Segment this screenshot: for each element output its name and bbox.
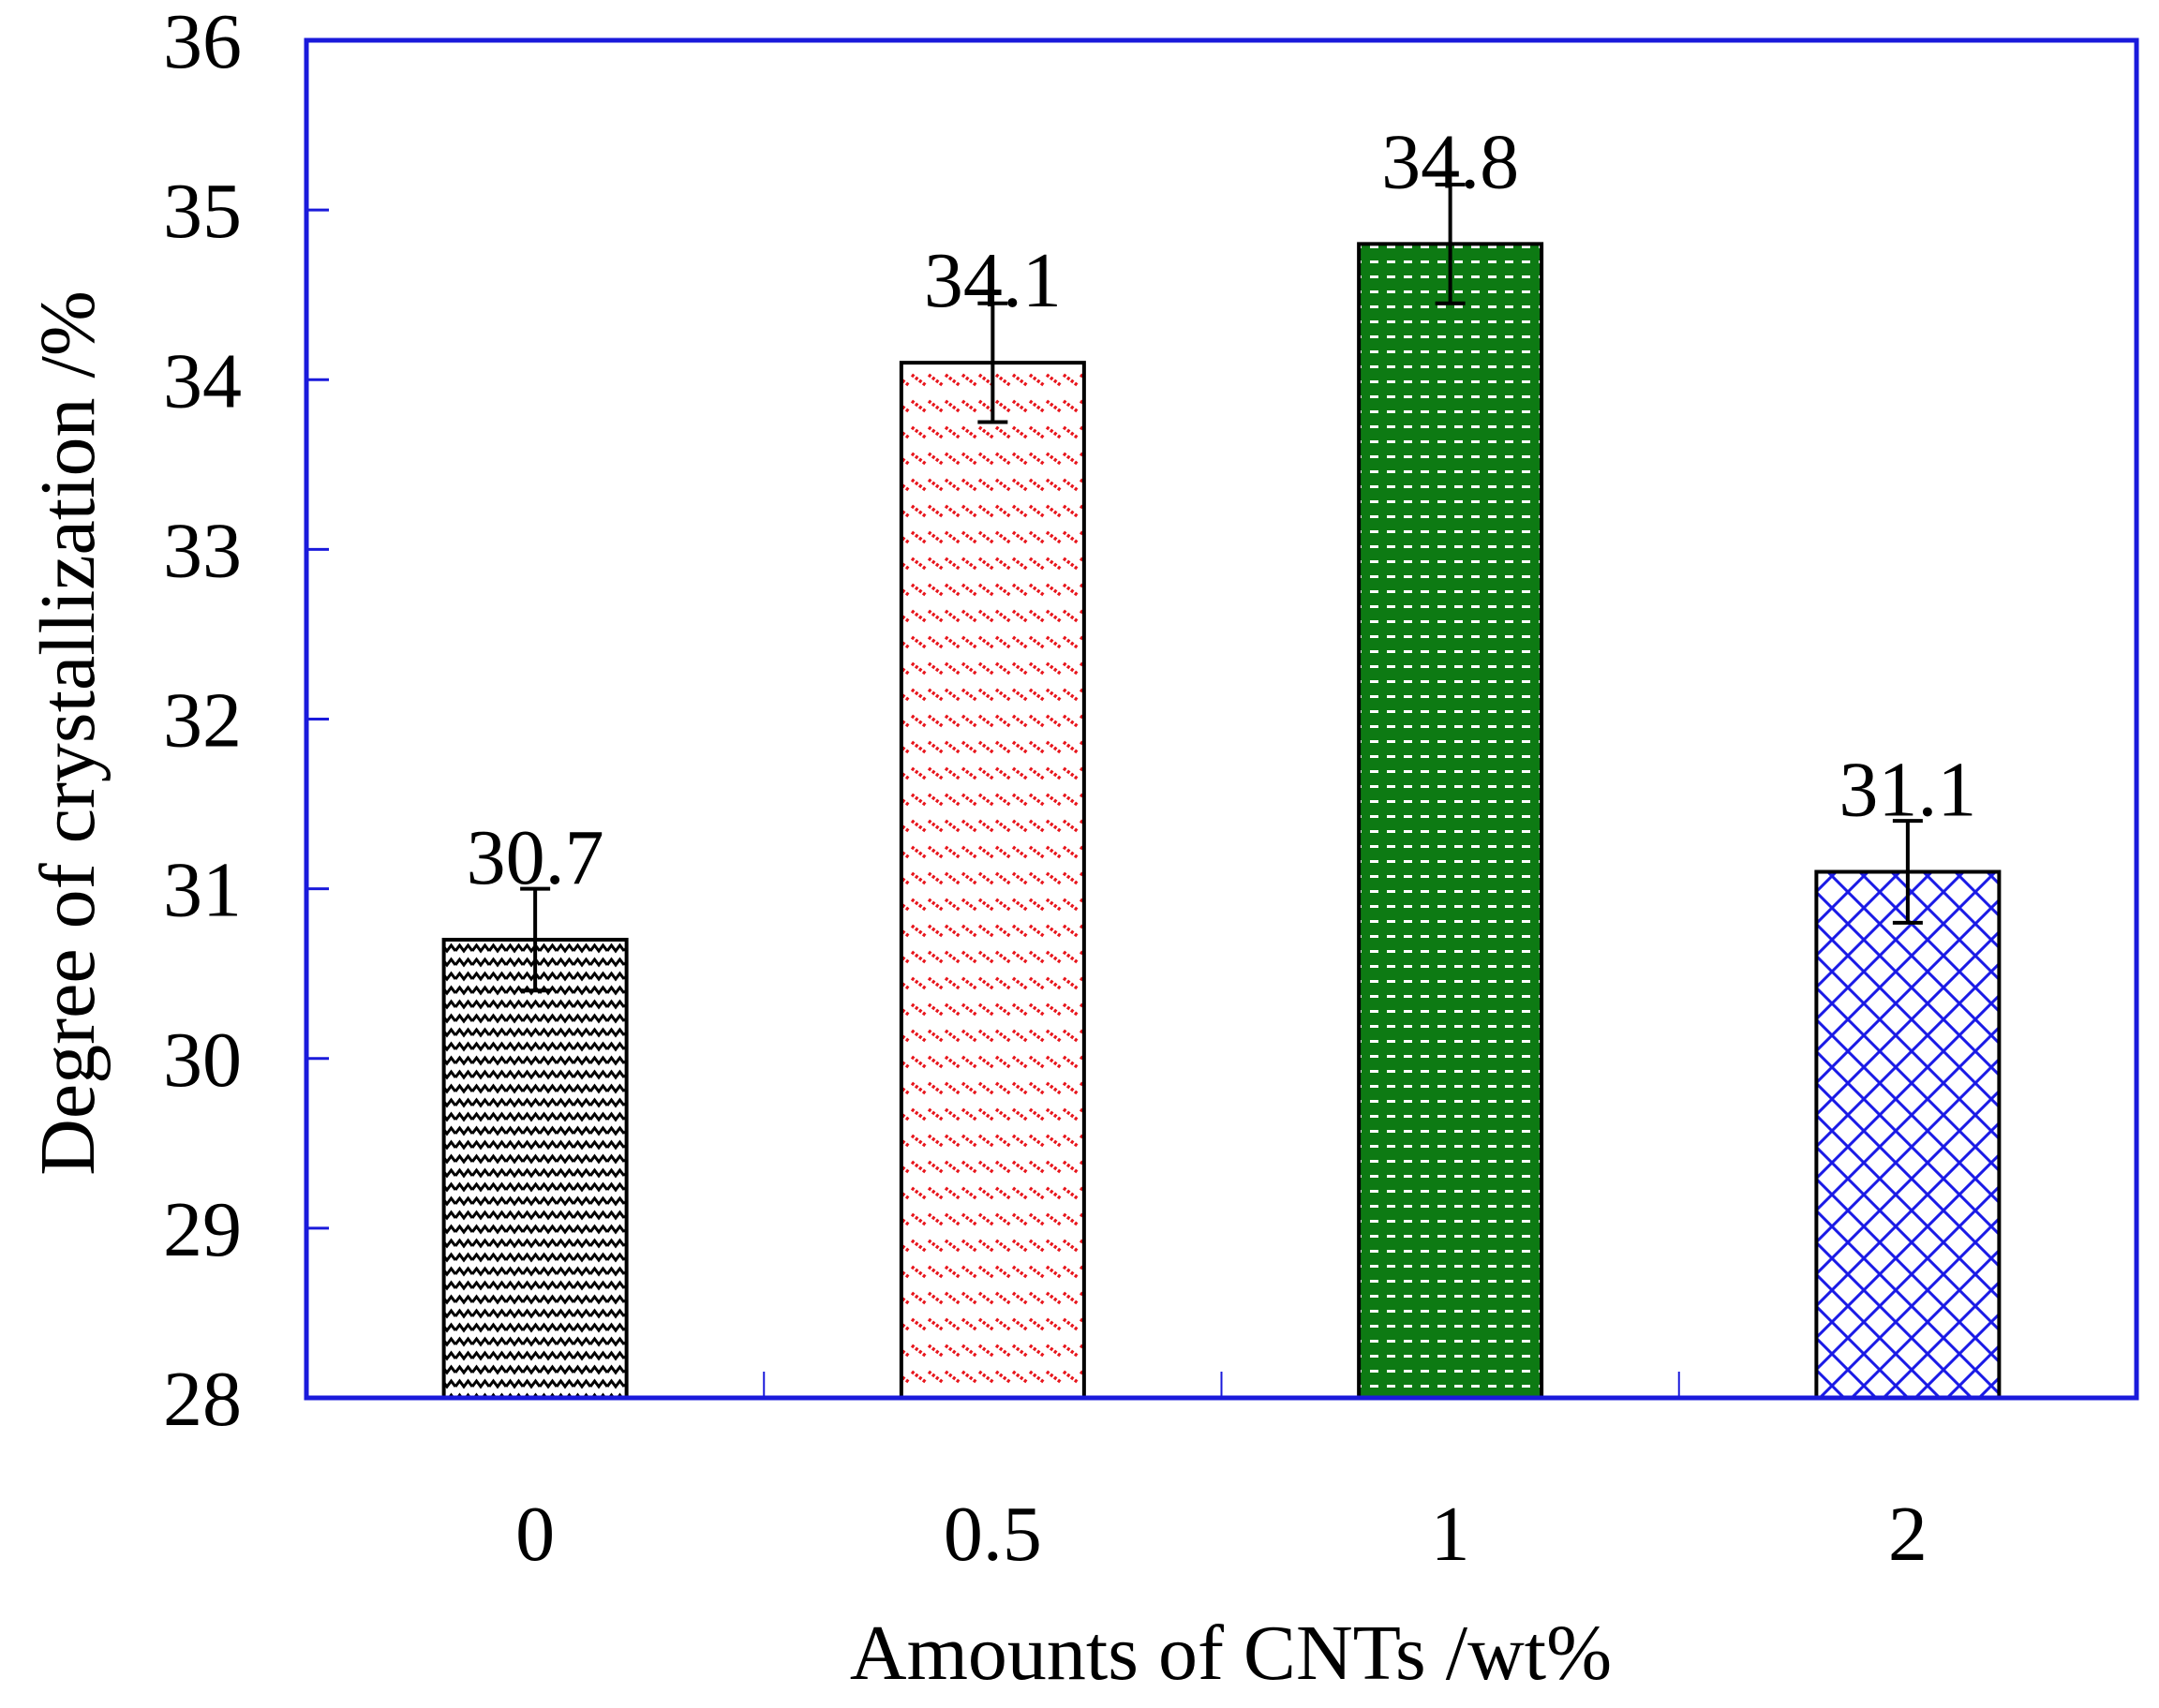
x-tick-label-3: 2 — [1888, 1491, 1928, 1578]
bar-2 — [1357, 242, 1544, 1401]
y-axis-title: Degree of crystallization /% — [24, 290, 112, 1176]
data-label-2: 34.8 — [1381, 118, 1519, 205]
y-tick-label-5: 33 — [163, 507, 242, 594]
data-label-3: 31.1 — [1839, 747, 1976, 834]
y-tick-label-8: 36 — [163, 0, 242, 85]
data-label-1: 34.1 — [924, 237, 1062, 324]
plot-frame — [304, 37, 2139, 1401]
bar-0 — [441, 937, 629, 1401]
bar-1 — [899, 361, 1086, 1401]
x-tick-label-2: 1 — [1431, 1491, 1470, 1578]
y-tick-label-0: 28 — [163, 1356, 242, 1443]
data-label-0: 30.7 — [467, 814, 604, 901]
y-tick-label-1: 29 — [163, 1186, 242, 1273]
bar-3 — [1814, 869, 2002, 1400]
y-tick-label-3: 31 — [163, 847, 242, 934]
x-tick-label-0: 0 — [515, 1491, 555, 1578]
y-tick-label-6: 34 — [163, 337, 242, 424]
y-tick-label-2: 30 — [163, 1017, 242, 1104]
y-tick-label-7: 35 — [163, 168, 242, 255]
y-tick-label-4: 32 — [163, 677, 242, 765]
x-axis-title: Amounts of CNTs /wt% — [850, 1610, 1612, 1697]
x-tick-label-1: 0.5 — [944, 1491, 1042, 1578]
